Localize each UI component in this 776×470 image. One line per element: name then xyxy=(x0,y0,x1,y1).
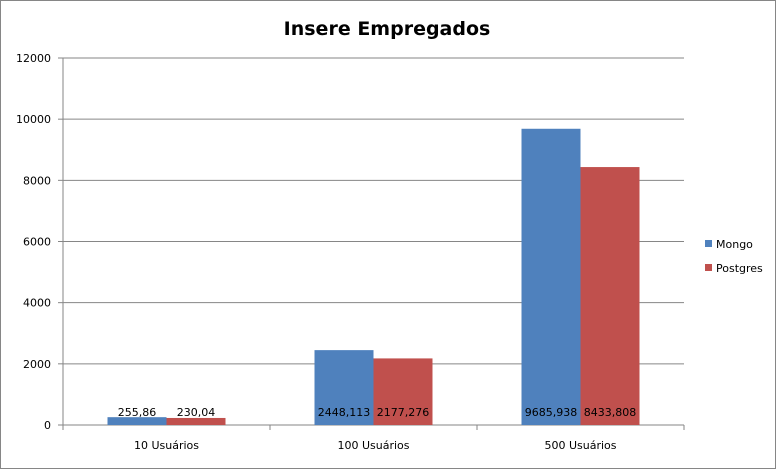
x-tick-label: 100 Usuários xyxy=(337,439,409,452)
chart-title: Insere Empregados xyxy=(284,18,491,40)
bar-mongo xyxy=(107,417,167,425)
legend-swatch-postgres xyxy=(705,264,712,271)
y-tick-label: 0 xyxy=(44,419,51,432)
bar-postgres xyxy=(166,417,226,425)
legend-label-postgres: Postgres xyxy=(716,262,763,275)
y-tick-label: 4000 xyxy=(23,297,51,310)
y-tick-label: 12000 xyxy=(16,52,51,65)
y-tick-label: 10000 xyxy=(16,113,51,126)
data-label: 255,86 xyxy=(118,406,157,419)
bar-mongo xyxy=(314,350,374,425)
y-tick-label: 8000 xyxy=(23,174,51,187)
data-label: 2448,113 xyxy=(318,406,371,419)
legend-label-mongo: Mongo xyxy=(716,238,753,251)
x-tick-label: 10 Usuários xyxy=(134,439,199,452)
bar-postgres xyxy=(373,358,433,425)
data-label: 8433,808 xyxy=(584,406,637,419)
y-tick-label: 6000 xyxy=(23,236,51,249)
data-label: 9685,938 xyxy=(525,406,578,419)
x-tick-label: 500 Usuários xyxy=(544,439,616,452)
bar-mongo xyxy=(521,128,581,425)
legend-swatch-mongo xyxy=(705,240,712,247)
data-label: 2177,276 xyxy=(377,406,430,419)
bar-postgres xyxy=(580,167,640,425)
data-label: 230,04 xyxy=(177,406,216,419)
y-tick-label: 2000 xyxy=(23,358,51,371)
